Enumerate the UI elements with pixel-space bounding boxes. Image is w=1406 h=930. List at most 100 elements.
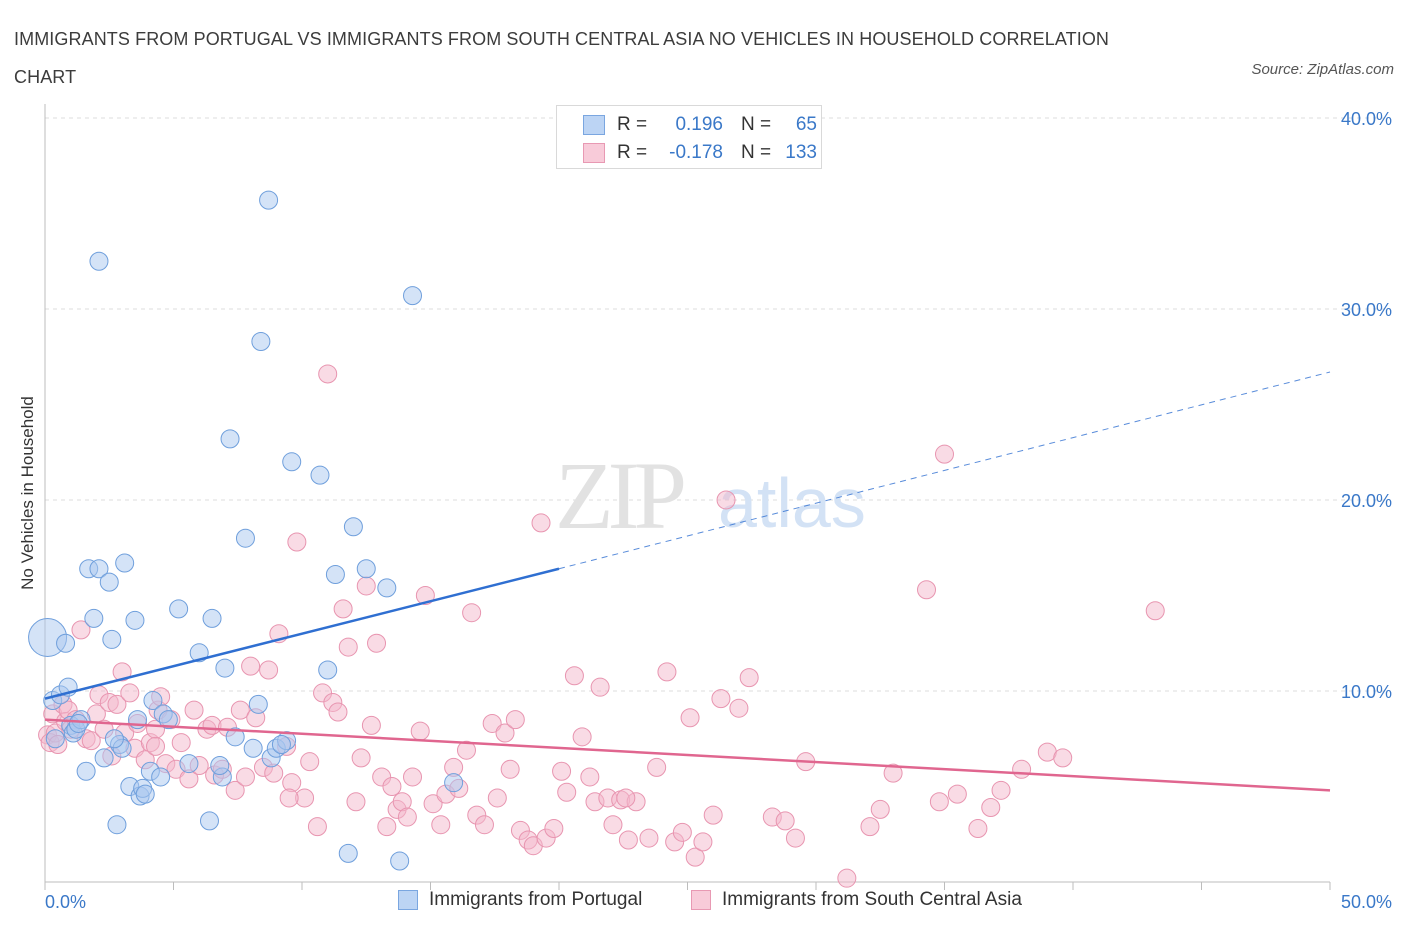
data-point-portugal — [94, 748, 114, 768]
data-point-south-central-asia — [410, 721, 430, 741]
legend-r-value: 0.196 — [675, 114, 723, 135]
trend-lines — [44, 371, 1331, 792]
data-point-south-central-asia — [351, 748, 371, 768]
data-point-south-central-asia — [361, 715, 381, 735]
data-point-south-central-asia — [120, 683, 140, 703]
data-point-south-central-asia — [711, 689, 731, 709]
data-point-portugal — [215, 658, 235, 678]
data-point-portugal — [220, 429, 240, 449]
data-point-south-central-asia — [415, 586, 435, 605]
data-point-south-central-asia — [318, 364, 338, 384]
x-tick-label: 0.0% — [45, 892, 86, 912]
data-point-portugal — [89, 251, 109, 271]
data-point-south-central-asia — [883, 763, 903, 783]
data-point-south-central-asia — [184, 700, 204, 720]
data-point-south-central-asia — [300, 752, 320, 772]
data-point-south-central-asia — [333, 599, 353, 619]
y-tick-label: 30.0% — [1341, 300, 1392, 320]
data-point-south-central-asia — [860, 817, 880, 837]
data-point-south-central-asia — [367, 633, 387, 653]
legend-r-value: -0.178 — [669, 142, 723, 163]
data-point-south-central-asia — [482, 713, 502, 733]
data-point-south-central-asia — [981, 798, 1001, 818]
data-point-portugal — [76, 761, 96, 781]
chart-title: IMMIGRANTS FROM PORTUGAL VS IMMIGRANTS F… — [14, 29, 1110, 87]
data-point-portugal — [318, 660, 338, 680]
data-point-portugal — [135, 784, 155, 804]
data-point-south-central-asia — [647, 757, 667, 777]
data-point-portugal — [102, 629, 122, 649]
data-point-south-central-asia — [603, 815, 623, 835]
data-point-south-central-asia — [693, 832, 713, 852]
data-point-portugal — [377, 578, 397, 598]
data-point-south-central-asia — [346, 792, 366, 812]
legend-row-south-central-asia: R = -0.178 N = 133 — [583, 141, 817, 165]
data-point-south-central-asia — [557, 782, 577, 802]
legend-item-south-central-asia: Immigrants from South Central Asia — [691, 889, 1022, 911]
tick-labels: 10.0% 20.0% 30.0% 40.0% 0.0% 50.0% — [45, 109, 1392, 912]
legend-n-label: N = — [741, 114, 772, 135]
legend-r-label: R = — [617, 142, 648, 163]
data-point-portugal — [248, 694, 268, 714]
data-point-portugal — [202, 608, 222, 628]
legend-swatch-south-central-asia — [691, 890, 711, 910]
data-point-south-central-asia — [474, 815, 494, 835]
data-point-south-central-asia — [680, 708, 700, 728]
data-point-south-central-asia — [1053, 748, 1073, 768]
data-point-portugal — [325, 564, 345, 584]
data-point-south-central-asia — [500, 759, 520, 779]
data-point-south-central-asia — [487, 788, 507, 808]
data-point-south-central-asia — [639, 828, 659, 848]
data-point-south-central-asia — [307, 817, 327, 837]
data-point-portugal — [45, 729, 65, 749]
data-point-portugal — [68, 713, 88, 733]
data-point-south-central-asia — [377, 817, 397, 837]
legend-swatch-portugal — [583, 115, 605, 135]
data-point-south-central-asia — [739, 668, 759, 688]
data-point-portugal — [99, 572, 119, 592]
gridlines — [45, 117, 1390, 692]
data-point-portugal — [343, 517, 363, 537]
data-point-south-central-asia — [241, 656, 261, 676]
data-point-south-central-asia — [146, 736, 166, 756]
data-point-south-central-asia — [716, 490, 736, 510]
data-point-portugal — [210, 755, 230, 775]
correlation-legend: R = 0.196 N = 65 R = -0.178 N = 133 — [556, 105, 822, 169]
data-point-portugal — [125, 610, 145, 630]
legend-item-portugal: Immigrants from Portugal — [398, 889, 642, 911]
data-point-portugal — [56, 633, 76, 653]
data-point-portugal — [179, 754, 199, 774]
data-point-portugal — [115, 553, 135, 573]
legend-n-value: 133 — [785, 142, 817, 163]
data-point-portugal — [403, 286, 423, 306]
data-point-south-central-asia — [423, 794, 443, 814]
legend-swatch-portugal — [398, 890, 418, 910]
source-label: Source: ZipAtlas.com — [1251, 61, 1394, 78]
data-point-portugal — [356, 559, 376, 579]
data-point-portugal — [84, 608, 104, 628]
data-point-south-central-asia — [703, 805, 723, 825]
data-point-south-central-asia — [431, 815, 451, 835]
data-point-south-central-asia — [590, 677, 610, 697]
data-point-south-central-asia — [572, 727, 592, 747]
trend-line-portugal-extension — [558, 371, 1331, 570]
data-point-portugal — [259, 190, 279, 210]
watermark-zip: ZIP — [555, 442, 684, 549]
watermark: ZIP atlas — [555, 442, 866, 549]
y-tick-label: 20.0% — [1341, 491, 1392, 511]
x-tick-label: 50.0% — [1341, 892, 1392, 912]
data-point-south-central-asia — [279, 788, 299, 808]
data-point-portugal — [158, 710, 178, 730]
data-point-south-central-asia — [685, 847, 705, 867]
y-tick-label: 10.0% — [1341, 682, 1392, 702]
data-point-south-central-asia — [552, 761, 572, 781]
data-point-south-central-asia — [328, 702, 348, 722]
data-point-portugal — [310, 465, 330, 485]
data-point-south-central-asia — [397, 807, 417, 827]
data-point-south-central-asia — [505, 710, 525, 730]
data-point-south-central-asia — [1145, 601, 1165, 621]
data-point-portugal — [390, 851, 410, 871]
axes — [44, 104, 1331, 890]
data-point-south-central-asia — [564, 666, 584, 686]
